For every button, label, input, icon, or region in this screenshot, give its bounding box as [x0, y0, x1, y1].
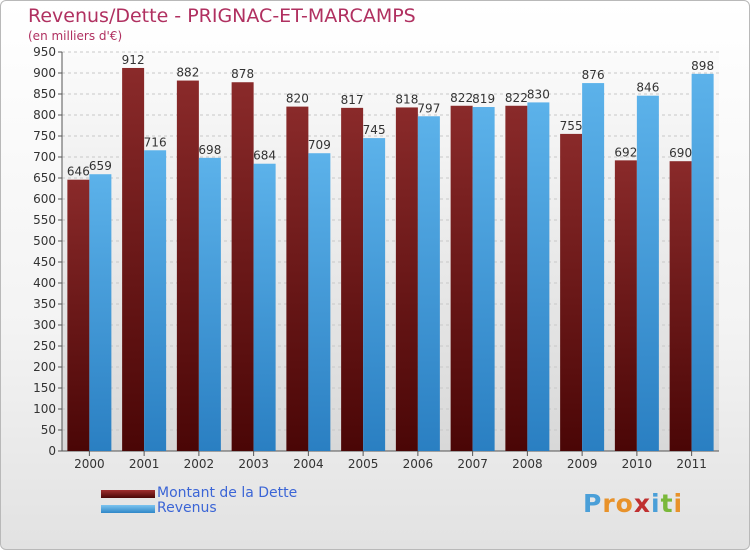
data-label-dette: 882	[176, 66, 199, 80]
logo-letter: i	[651, 489, 661, 518]
x-tick-label: 2001	[129, 457, 160, 471]
chart-subtitle: (en milliers d'€)	[28, 29, 123, 43]
bar-revenus	[89, 174, 112, 451]
bar-revenus	[636, 95, 659, 452]
data-label-revenus: 830	[527, 87, 550, 101]
y-tick-label: 500	[33, 234, 56, 248]
y-tick-label: 150	[33, 381, 56, 395]
data-label-revenus: 684	[253, 149, 276, 163]
chart-title: Revenus/Dette - PRIGNAC-ET-MARCAMPS	[28, 5, 416, 27]
plot-area	[62, 52, 719, 451]
bar-dette	[669, 161, 692, 451]
data-label-revenus: 797	[417, 101, 440, 115]
legend-swatch-dette	[101, 490, 155, 498]
bar-revenus	[308, 153, 331, 451]
legend-swatch-revenus	[101, 505, 155, 513]
x-tick-label: 2003	[238, 457, 269, 471]
y-tick-label: 450	[33, 255, 56, 269]
x-tick-label: 2008	[512, 457, 543, 471]
bar-dette	[505, 105, 528, 451]
data-label-dette: 817	[341, 93, 364, 107]
bar-dette	[395, 107, 418, 451]
x-tick-label: 2007	[457, 457, 488, 471]
x-tick-label: 2004	[293, 457, 324, 471]
y-tick-label: 200	[33, 360, 56, 374]
data-label-revenus: 819	[472, 92, 495, 106]
logo-letter: o	[615, 489, 634, 518]
data-label-dette: 822	[505, 91, 528, 105]
y-tick-label: 300	[33, 318, 56, 332]
bar-dette	[286, 106, 309, 451]
data-label-dette: 690	[669, 146, 692, 160]
x-tick-label: 2005	[348, 457, 379, 471]
bar-revenus	[527, 102, 550, 452]
legend-label-revenus: Revenus	[157, 500, 217, 516]
data-label-dette: 692	[614, 145, 637, 159]
logo-letter: r	[602, 489, 616, 518]
y-tick-label: 400	[33, 276, 56, 290]
x-tick-label: 2011	[676, 457, 707, 471]
y-tick-label: 100	[33, 402, 56, 416]
bar-dette	[450, 105, 473, 451]
y-tick-label: 950	[33, 45, 56, 59]
bar-revenus	[198, 157, 221, 451]
x-tick-label: 2010	[622, 457, 653, 471]
legend-label-dette: Montant de la Dette	[157, 485, 298, 501]
y-tick-label: 800	[33, 108, 56, 122]
bar-dette	[560, 133, 583, 451]
bar-revenus	[363, 138, 386, 451]
x-tick-label: 2009	[567, 457, 598, 471]
proxiti-logo: Proxiti	[583, 489, 683, 518]
y-tick-label: 250	[33, 339, 56, 353]
data-label-revenus: 659	[89, 159, 112, 173]
data-label-dette: 646	[67, 165, 90, 179]
data-label-revenus: 709	[308, 138, 331, 152]
bar-revenus	[253, 163, 276, 451]
y-tick-label: 350	[33, 297, 56, 311]
y-tick-label: 50	[41, 423, 56, 437]
bar-revenus	[691, 73, 714, 451]
y-tick-label: 900	[33, 66, 56, 80]
data-label-revenus: 698	[198, 143, 221, 157]
data-label-dette: 818	[395, 92, 418, 106]
logo-letter: t	[660, 489, 674, 518]
y-tick-label: 650	[33, 171, 56, 185]
y-tick-label: 700	[33, 150, 56, 164]
data-label-revenus: 846	[636, 81, 659, 95]
y-tick-label: 600	[33, 192, 56, 206]
data-label-dette: 822	[450, 91, 473, 105]
logo-letter: P	[583, 489, 603, 518]
x-tick-label: 2006	[403, 457, 434, 471]
x-tick-label: 2000	[74, 457, 105, 471]
logo-letter: x	[633, 489, 651, 518]
bar-revenus	[582, 83, 605, 451]
y-tick-label: 750	[33, 129, 56, 143]
bar-dette	[614, 160, 637, 452]
bar-revenus	[417, 116, 440, 451]
data-label-revenus: 716	[144, 135, 167, 149]
bar-dette	[67, 179, 90, 451]
data-label-revenus: 876	[582, 68, 605, 82]
data-label-dette: 878	[231, 67, 254, 81]
y-tick-label: 850	[33, 87, 56, 101]
y-tick-label: 0	[48, 444, 56, 458]
bar-revenus	[144, 150, 167, 451]
logo-letter: i	[673, 489, 684, 518]
bar-revenus	[472, 107, 495, 452]
data-label-dette: 755	[560, 119, 583, 133]
bar-dette	[122, 67, 145, 452]
y-tick-label: 550	[33, 213, 56, 227]
bar-dette	[341, 107, 364, 452]
x-tick-label: 2002	[184, 457, 215, 471]
data-label-revenus: 898	[691, 59, 714, 73]
data-label-dette: 912	[122, 53, 145, 67]
data-label-dette: 820	[286, 92, 309, 106]
bar-dette	[176, 80, 199, 451]
bar-dette	[231, 82, 254, 452]
data-label-revenus: 745	[363, 123, 386, 137]
